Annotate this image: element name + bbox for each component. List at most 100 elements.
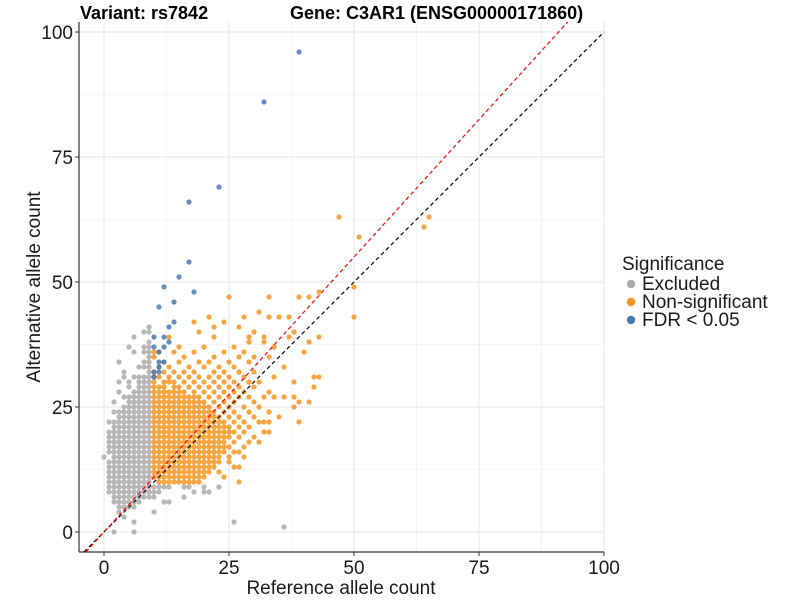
data-point	[241, 444, 247, 450]
data-point	[171, 419, 177, 425]
data-point	[151, 429, 157, 435]
data-point	[141, 474, 147, 480]
data-point	[146, 439, 152, 445]
data-point	[146, 469, 152, 475]
data-point	[121, 369, 127, 375]
data-point	[291, 379, 297, 385]
data-point	[136, 389, 142, 395]
data-point	[161, 359, 167, 365]
data-point	[131, 424, 137, 430]
data-point	[131, 444, 137, 450]
data-point	[236, 464, 242, 470]
data-point	[126, 464, 132, 470]
data-point	[156, 449, 162, 455]
data-point	[196, 464, 202, 470]
data-point	[256, 419, 262, 425]
data-point	[216, 429, 222, 435]
y-tick-label: 75	[52, 148, 73, 169]
x-axis-title: Reference allele count	[246, 578, 436, 599]
data-point	[196, 454, 202, 460]
data-point	[201, 454, 207, 460]
data-point	[231, 429, 237, 435]
data-point	[211, 389, 217, 395]
data-point	[131, 419, 137, 425]
data-point	[246, 334, 252, 340]
data-point	[141, 449, 147, 455]
legend-title: Significance	[622, 254, 724, 275]
data-point	[126, 494, 132, 500]
data-point	[196, 474, 202, 480]
data-point	[216, 439, 222, 445]
data-point	[156, 489, 162, 495]
data-point	[111, 439, 117, 445]
data-point	[171, 424, 177, 430]
data-point	[141, 359, 147, 365]
data-point	[196, 419, 202, 425]
data-point	[176, 274, 182, 280]
data-point	[221, 419, 227, 425]
data-point	[231, 439, 237, 445]
series-excluded	[101, 324, 287, 535]
data-point	[221, 319, 227, 325]
data-point	[166, 449, 172, 455]
data-point	[166, 484, 172, 490]
data-point	[286, 314, 292, 320]
data-point	[151, 489, 157, 495]
data-point	[181, 484, 187, 490]
data-point	[221, 449, 227, 455]
data-point	[201, 439, 207, 445]
data-point	[196, 414, 202, 420]
data-point	[141, 414, 147, 420]
data-point	[136, 439, 142, 445]
data-point	[131, 374, 137, 380]
data-point	[146, 494, 152, 500]
data-point	[246, 409, 252, 415]
data-point	[106, 459, 112, 465]
data-point	[186, 259, 192, 265]
data-point	[166, 324, 172, 330]
data-point	[206, 409, 212, 415]
data-point	[176, 439, 182, 445]
data-point	[211, 439, 217, 445]
data-point	[316, 334, 322, 340]
data-point	[111, 419, 117, 425]
data-point	[131, 434, 137, 440]
data-point	[131, 429, 137, 435]
data-point	[151, 434, 157, 440]
data-point	[206, 314, 212, 320]
data-point	[121, 489, 127, 495]
data-point	[176, 409, 182, 415]
data-point	[191, 349, 197, 355]
data-point	[171, 319, 177, 325]
data-point	[161, 454, 167, 460]
data-point	[271, 374, 277, 380]
data-point	[161, 424, 167, 430]
data-point	[146, 389, 152, 395]
data-point	[216, 469, 222, 475]
data-point	[196, 469, 202, 475]
data-point	[206, 394, 212, 400]
data-point	[136, 444, 142, 450]
data-point	[131, 404, 137, 410]
data-point	[306, 339, 312, 345]
data-point	[181, 409, 187, 415]
data-point	[201, 424, 207, 430]
data-point	[131, 474, 137, 480]
data-point	[121, 409, 127, 415]
data-point	[151, 464, 157, 470]
data-point	[151, 469, 157, 475]
data-point	[301, 349, 307, 355]
data-point	[166, 389, 172, 395]
data-point	[236, 369, 242, 375]
data-point	[166, 339, 172, 345]
data-point	[216, 444, 222, 450]
data-point	[181, 479, 187, 485]
data-point	[131, 389, 137, 395]
data-point	[191, 369, 197, 375]
data-point	[136, 404, 142, 410]
data-point	[226, 424, 232, 430]
data-point	[106, 444, 112, 450]
data-point	[166, 399, 172, 405]
data-point	[151, 384, 157, 390]
